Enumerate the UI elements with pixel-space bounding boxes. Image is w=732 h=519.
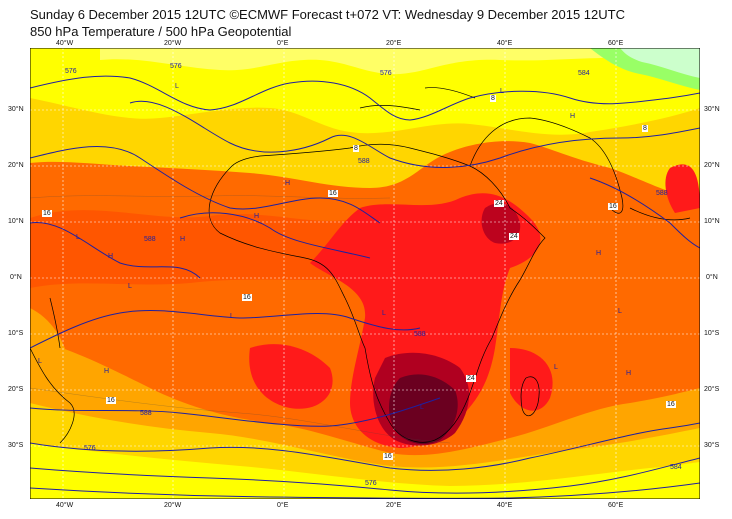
temp-band-16-20-atlantic: [30, 210, 360, 288]
lat-label-left: 20°S: [8, 386, 24, 393]
lat-label-right: 20°S: [704, 386, 720, 393]
geopotential-label: 588: [144, 236, 156, 243]
lat-label-left: 30°N: [8, 106, 24, 113]
lat-label-left: 0°N: [10, 274, 22, 281]
pressure-centre: H: [596, 250, 602, 257]
geopotential-label: 588: [358, 158, 370, 165]
temp-band-cold-0-4: [620, 48, 700, 78]
lon-label-bottom: 20°E: [386, 502, 402, 509]
pressure-centre: H: [254, 213, 260, 220]
lon-label-top: 40°W: [56, 40, 74, 47]
pressure-centre: H: [626, 370, 632, 377]
temp-band-20-24-island: [665, 164, 700, 213]
lat-label-right: 0°N: [706, 274, 718, 281]
lat-label-left: 20°N: [8, 162, 24, 169]
geopotential-label: 588: [414, 331, 426, 338]
lon-label-bottom: 0°E: [277, 502, 289, 509]
pressure-centre: H: [104, 368, 110, 375]
chart-title-line-2: 850 hPa Temperature / 500 hPa Geopotenti…: [30, 24, 292, 39]
lon-label-top: 60°E: [608, 40, 624, 47]
lon-label-bottom: 20°W: [164, 502, 182, 509]
temperature-label: 16: [242, 294, 252, 301]
geopotential-label: 584: [670, 464, 682, 471]
temperature-label: 16: [608, 203, 618, 210]
geopotential-label: 576: [84, 445, 96, 452]
pressure-centre: L: [382, 310, 386, 317]
temp-band-28-plus: [388, 374, 458, 445]
temp-band-south-west-12-16: [30, 308, 70, 378]
temperature-label: 16: [383, 453, 393, 460]
temperature-label: 8: [353, 145, 359, 152]
pressure-centre: L: [230, 313, 234, 320]
geopotential-label: 576: [365, 480, 377, 487]
temp-band-20-24-west: [249, 344, 333, 409]
lon-label-bottom: 60°E: [608, 502, 624, 509]
pressure-centre: L: [618, 308, 622, 315]
forecast-map-svg: [29, 47, 701, 500]
lat-label-left: 10°S: [8, 330, 24, 337]
geopotential-label: 576: [380, 70, 392, 77]
pressure-centre: H: [180, 236, 186, 243]
lon-label-top: 20°E: [386, 40, 402, 47]
temperature-label: 16: [666, 401, 676, 408]
geopotential-label: 588: [140, 410, 152, 417]
lon-label-bottom: 40°W: [56, 502, 74, 509]
temperature-label: 24: [509, 233, 519, 240]
pressure-centre: L: [554, 364, 558, 371]
lon-label-top: 40°E: [497, 40, 513, 47]
pressure-centre: H: [285, 180, 291, 187]
lon-label-top: 20°W: [164, 40, 182, 47]
pressure-centre: L: [128, 283, 132, 290]
graticule: [30, 48, 700, 499]
temperature-label: 24: [494, 200, 504, 207]
lon-label-bottom: 40°E: [497, 502, 513, 509]
geopotential-contours: [30, 75, 700, 499]
temperature-label: 16: [106, 397, 116, 404]
forecast-map: 8 8 8 16 16 16 16 16 16 24 24 24 16 576 …: [29, 47, 701, 500]
temperature-label: 8: [642, 125, 648, 132]
lat-label-left: 10°N: [8, 218, 24, 225]
geopotential-label: 576: [65, 68, 77, 75]
pressure-centre: L: [420, 404, 424, 411]
geopotential-label: 584: [578, 70, 590, 77]
temperature-label: 16: [42, 210, 52, 217]
pressure-centre: L: [38, 358, 42, 365]
lat-label-right: 30°N: [704, 106, 720, 113]
temp-band-north-0-8: [30, 48, 700, 135]
temperature-label: 24: [466, 375, 476, 382]
chart-title-line-1: Sunday 6 December 2015 12UTC ©ECMWF Fore…: [30, 7, 625, 22]
coastlines: [30, 87, 691, 444]
lat-label-right: 10°N: [704, 218, 720, 225]
pressure-centre: H: [108, 253, 114, 260]
lat-label-left: 30°S: [8, 442, 24, 449]
temperature-label: 16: [328, 190, 338, 197]
temp-band-south-0-8: [30, 443, 700, 499]
pressure-centre: L: [175, 83, 179, 90]
geopotential-label: 588: [656, 190, 668, 197]
pressure-centre: H: [570, 113, 576, 120]
geopotential-label: 576: [170, 63, 182, 70]
pressure-centre: L: [76, 234, 80, 241]
lon-label-top: 0°E: [277, 40, 289, 47]
temperature-label: 8: [490, 95, 496, 102]
lat-label-right: 30°S: [704, 442, 720, 449]
lat-label-right: 20°N: [704, 162, 720, 169]
temp-band-north-pale: [100, 48, 650, 75]
pressure-centre: L: [500, 88, 504, 95]
lat-label-right: 10°S: [704, 330, 720, 337]
